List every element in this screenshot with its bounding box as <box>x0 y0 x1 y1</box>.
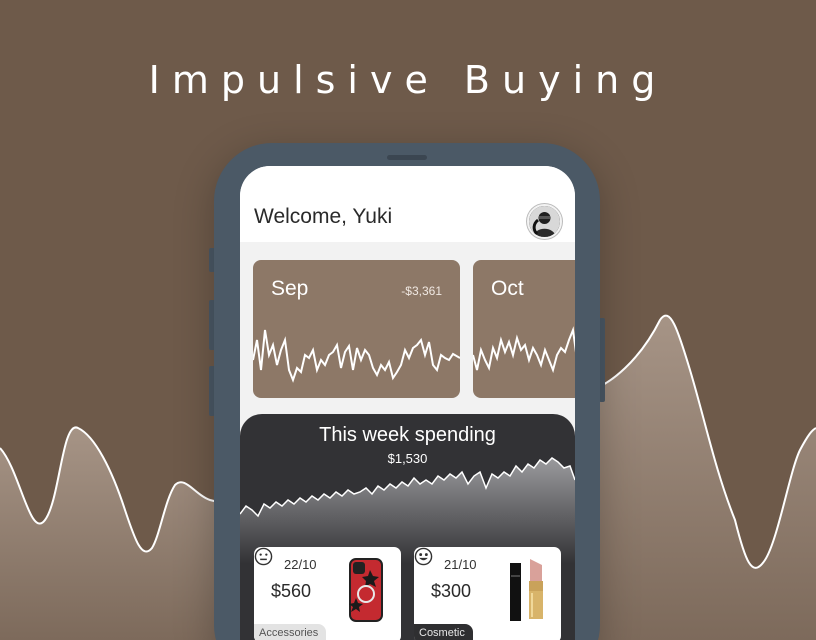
category-tag: Cosmetic <box>414 624 473 640</box>
app-header: Welcome, Yuki <box>240 166 575 242</box>
week-total: $1,530 <box>387 451 428 466</box>
weekly-spending-area-chart <box>240 457 575 564</box>
month-card-oct[interactable]: Oct <box>473 260 575 398</box>
phone-volume-down-button <box>209 366 215 416</box>
phone-case-icon <box>349 558 383 622</box>
weekly-spending-panel: This week spending $1,530 22/10 $560 Acc… <box>240 414 575 640</box>
month-spending-sparkline <box>253 329 460 383</box>
month-label: Oct <box>491 277 524 300</box>
week-title: This week spending <box>319 424 496 446</box>
purchase-date: 21/10 <box>444 557 477 572</box>
month-spending-sparkline <box>473 326 575 374</box>
avatar[interactable] <box>527 204 562 239</box>
phone-side-button <box>209 248 215 272</box>
purchase-date: 22/10 <box>284 557 317 572</box>
purchase-price: $300 <box>431 581 472 601</box>
purchase-card[interactable]: 22/10 $560 Accessories <box>254 547 401 640</box>
app-screen: Welcome, Yuki Sep -$3,361 Oct <box>240 166 575 640</box>
smiling-face-icon <box>414 547 433 566</box>
user-photo-icon <box>529 206 560 237</box>
phone-volume-up-button <box>209 300 215 350</box>
month-label: Sep <box>271 277 309 300</box>
phone-speaker <box>387 155 427 160</box>
category-tag: Accessories <box>254 624 327 640</box>
neutral-face-icon <box>254 547 273 566</box>
month-total: -$3,361 <box>401 284 442 298</box>
page-title: Impulsive Buying <box>148 58 668 102</box>
phone-power-button <box>599 318 605 402</box>
purchase-price: $560 <box>271 581 312 601</box>
lipstick-icon <box>510 559 543 621</box>
purchase-card[interactable]: 21/10 $300 Cosmetic <box>414 547 561 640</box>
welcome-text: Welcome, Yuki <box>254 205 393 228</box>
month-card-sep[interactable]: Sep -$3,361 <box>253 260 460 398</box>
